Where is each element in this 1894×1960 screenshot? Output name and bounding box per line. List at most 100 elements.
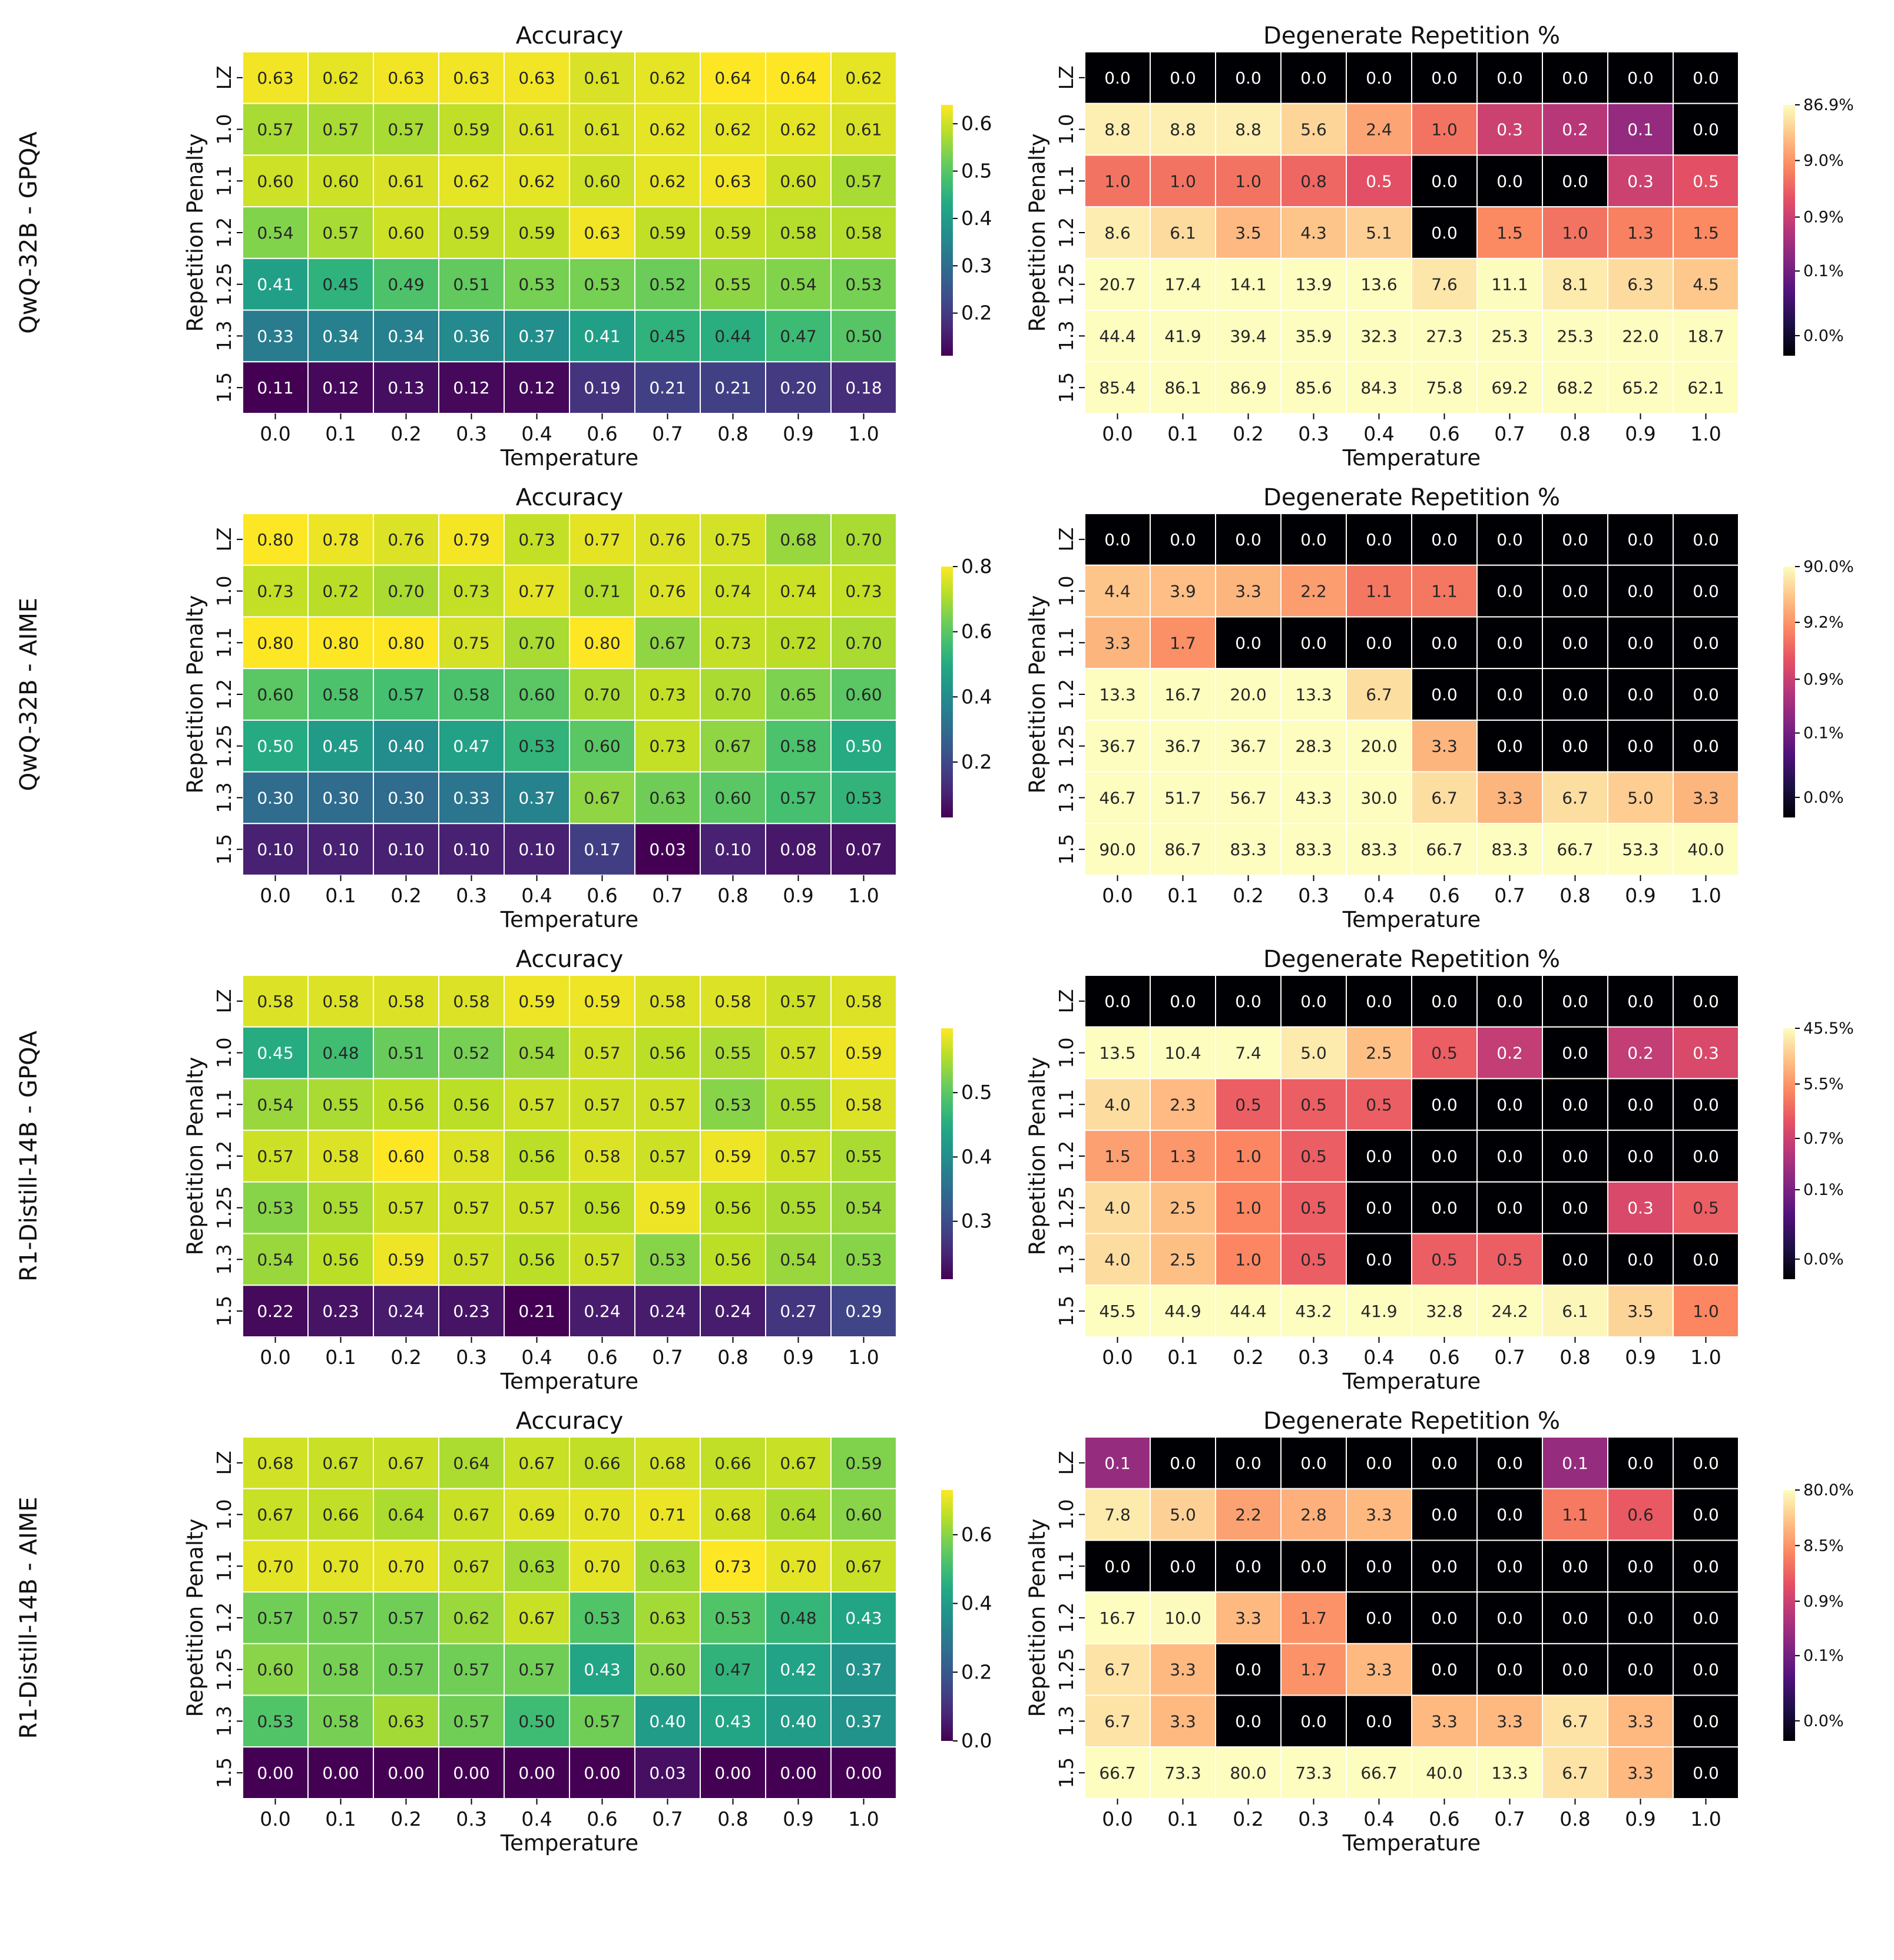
heatmap-cell xyxy=(1542,719,1608,773)
y-tick-label: 1.0 xyxy=(213,1499,236,1529)
cell-value-label: 0.59 xyxy=(714,223,751,243)
cell-value-label: 0.70 xyxy=(584,685,620,704)
cell-value-label: 0.70 xyxy=(845,633,882,653)
heatmap-cell xyxy=(1542,206,1608,259)
heatmap-cell xyxy=(569,102,635,156)
heatmap-cell xyxy=(373,823,439,876)
cell-value-label: 0.0 xyxy=(1170,992,1196,1011)
cell-value-label: 0.17 xyxy=(584,840,620,859)
x-tick-label: 0.1 xyxy=(325,1346,356,1369)
cell-value-label: 0.0 xyxy=(1627,633,1654,653)
cell-value-label: 36.7 xyxy=(1164,737,1201,756)
colorbar-tick-label: 0.1% xyxy=(1803,1647,1844,1665)
cell-value-label: 0.61 xyxy=(518,120,555,140)
cell-value-label: 0.61 xyxy=(584,120,620,140)
x-tick-label: 1.0 xyxy=(1690,884,1721,907)
cell-value-label: 0.0 xyxy=(1693,1660,1719,1680)
heatmap-cell xyxy=(634,1591,701,1644)
heatmap-cell xyxy=(700,1643,766,1696)
cell-value-label: 0.2 xyxy=(1496,1044,1523,1063)
colorbar-tick-label: 80.0% xyxy=(1803,1481,1854,1499)
heatmap-cell xyxy=(242,1078,309,1131)
heatmap-cell xyxy=(438,257,505,311)
heatmap-cell xyxy=(1150,823,1216,876)
cell-value-label: 0.0 xyxy=(1627,1147,1654,1166)
colorbar xyxy=(941,1490,953,1741)
cell-value-label: 17.4 xyxy=(1164,275,1201,294)
cell-value-label: 0.66 xyxy=(584,1454,620,1473)
cell-value-label: 0.62 xyxy=(649,171,686,191)
cell-value-label: 0.43 xyxy=(845,1608,882,1628)
colorbar xyxy=(1783,1490,1795,1741)
cell-value-label: 1.7 xyxy=(1170,633,1196,653)
cell-value-label: 0.0 xyxy=(1693,737,1719,756)
cell-value-label: 0.45 xyxy=(257,1044,293,1063)
colorbar-tick-label: 86.9% xyxy=(1803,96,1854,114)
heatmap-cell xyxy=(438,1181,505,1234)
heatmap-cell xyxy=(830,309,897,363)
cell-value-label: 0.40 xyxy=(649,1711,686,1731)
cell-value-label: 0.58 xyxy=(257,992,293,1011)
cell-value-label: 0.10 xyxy=(322,840,359,859)
heatmap-cell xyxy=(1542,1436,1608,1489)
x-tick-label: 0.3 xyxy=(456,884,486,907)
x-tick-label: 0.7 xyxy=(652,1346,683,1369)
heatmap-cell xyxy=(1346,719,1412,773)
heatmap-cell xyxy=(1607,102,1674,156)
cell-value-label: 0.0 xyxy=(1366,1198,1392,1218)
heatmap-cell xyxy=(830,257,897,311)
heatmap-cell xyxy=(634,1078,701,1131)
cell-value-label: 0.0 xyxy=(1562,68,1588,88)
cell-value-label: 0.5 xyxy=(1300,1095,1327,1114)
x-tick-label: 0.3 xyxy=(456,1807,486,1830)
x-tick-label: 0.3 xyxy=(1298,884,1329,907)
heatmap-cell xyxy=(307,1233,374,1286)
cell-value-label: 1.5 xyxy=(1104,1147,1131,1166)
cell-value-label: 66.7 xyxy=(1557,840,1593,859)
cell-value-label: 0.70 xyxy=(584,1557,620,1576)
heatmap-cell xyxy=(1542,102,1608,156)
x-tick-label: 0.0 xyxy=(1102,884,1133,907)
cell-value-label: 0.0 xyxy=(1431,68,1458,88)
cell-value-label: 0.0 xyxy=(1431,1095,1458,1114)
cell-value-label: 0.57 xyxy=(584,1044,620,1063)
cell-value-label: 0.70 xyxy=(584,1505,620,1525)
cell-value-label: 1.0 xyxy=(1235,1147,1261,1166)
x-tick-label: 0.8 xyxy=(717,1346,748,1369)
heatmap-cell xyxy=(1673,1488,1739,1541)
y-axis-label: Repetition Penalty xyxy=(183,133,208,332)
cell-value-label: 0.0 xyxy=(1496,1660,1523,1680)
cell-value-label: 0.57 xyxy=(649,1095,686,1114)
y-axis-label: Repetition Penalty xyxy=(1025,133,1050,332)
cell-value-label: 0.52 xyxy=(453,1044,489,1063)
heatmap-cell xyxy=(765,668,832,721)
heatmap-cell xyxy=(1215,154,1282,208)
heatmap-cell xyxy=(504,975,570,1028)
accuracy-heatmap-0: Accuracy 0.63 0.62 0.63 0.63 0.63 0.61 0.62 0.64… xyxy=(183,22,992,471)
colorbar-tick-label: 0.8 xyxy=(961,555,992,578)
cell-value-label: 0.64 xyxy=(780,68,816,88)
cell-value-label: 0.0 xyxy=(1170,1454,1196,1473)
heatmap-cell xyxy=(1542,616,1608,670)
cell-value-label: 5.0 xyxy=(1627,788,1654,807)
cell-value-label: 0.56 xyxy=(453,1095,489,1114)
y-axis-label: Repetition Penalty xyxy=(183,1518,208,1717)
heatmap-cell xyxy=(569,1026,635,1080)
cell-value-label: 0.1 xyxy=(1562,1454,1588,1473)
cell-value-label: 0.10 xyxy=(257,840,293,859)
heatmap-cell xyxy=(1476,975,1543,1028)
cell-value-label: 69.2 xyxy=(1491,378,1528,398)
heatmap-cell xyxy=(1150,1284,1216,1337)
cell-value-label: 2.8 xyxy=(1300,1505,1327,1525)
heatmap-cell xyxy=(569,309,635,363)
y-tick-label: 1.25 xyxy=(213,1186,236,1229)
x-tick-label: 0.7 xyxy=(652,884,683,907)
cell-value-label: 0.69 xyxy=(518,1505,555,1525)
heatmap-cell xyxy=(307,1130,374,1183)
x-tick-label: 0.9 xyxy=(783,884,813,907)
cell-value-label: 39.4 xyxy=(1230,326,1266,346)
cell-value-label: 0.0 xyxy=(1104,992,1131,1011)
y-tick-label: 1.2 xyxy=(213,217,236,248)
cell-value-label: 0.60 xyxy=(257,1660,293,1680)
cell-value-label: 65.2 xyxy=(1622,378,1658,398)
